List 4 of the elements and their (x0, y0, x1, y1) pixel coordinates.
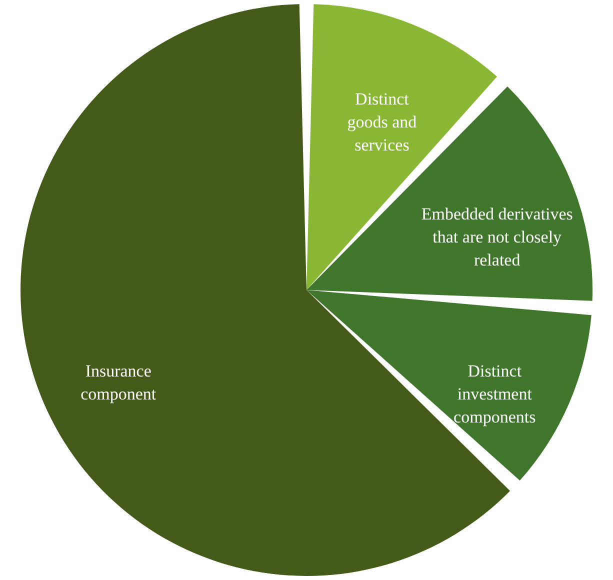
slice-label: Distinct investment components (454, 361, 536, 426)
slice-label: Insurance component (80, 361, 156, 404)
slice-label: Distinct goods and services (347, 89, 418, 154)
slice-label: Embedded derivatives that are not closely related (421, 204, 573, 270)
